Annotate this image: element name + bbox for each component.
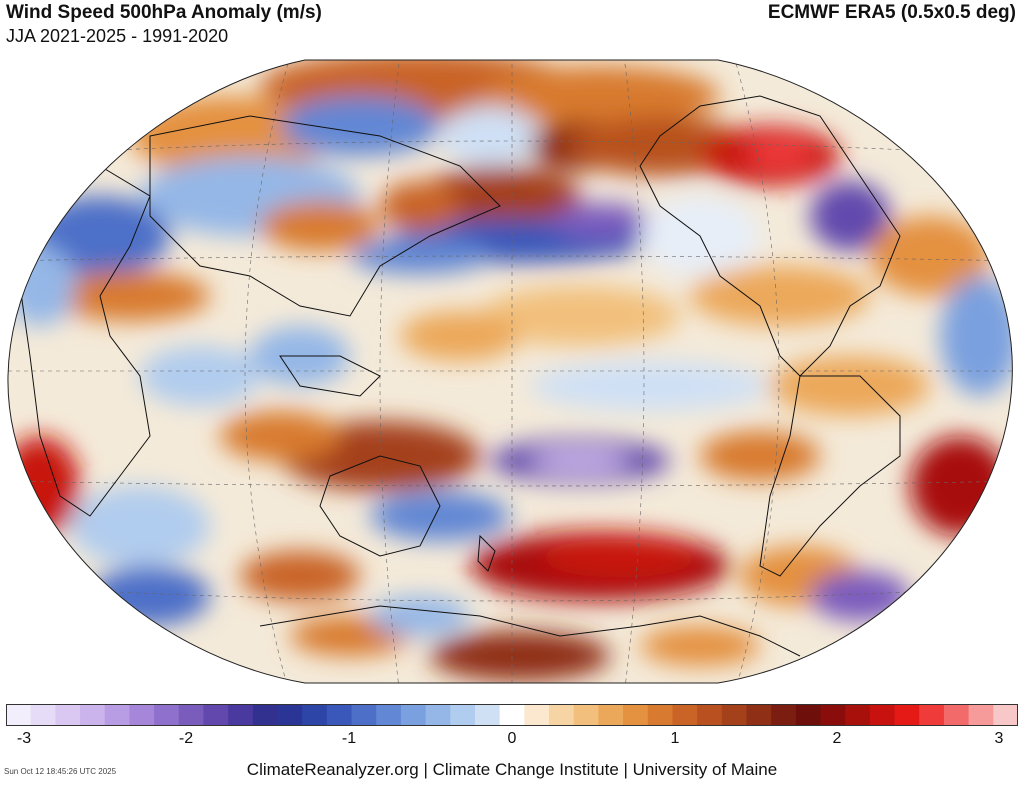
graticule-lines [7,60,1013,683]
map-subtitle: JJA 2021-2025 - 1991-2020 [6,26,229,46]
colorbar-swatch [178,704,204,726]
colorbar-swatch [845,704,871,726]
colorbar-swatch [154,704,180,726]
colorbar-swatch [400,704,427,726]
colorbar-swatch [919,704,945,726]
colorbar-border [6,704,1018,726]
colorbar-swatch [203,704,229,726]
colorbar-swatch [6,704,32,726]
colorbar-swatch [80,704,106,726]
colorbar-swatch [450,704,476,726]
colorbar-tick: 3 [994,730,1004,747]
colorbar-swatch [869,704,896,726]
colorbar-swatch [376,704,402,726]
map-title: Wind Speed 500hPa Anomaly (m/s) [6,2,322,23]
timestamp: Sun Oct 12 18:45:26 UTC 2025 [4,767,117,776]
world-map [0,56,1024,696]
colorbar-swatch [549,704,575,726]
colorbar-swatch [524,704,550,726]
colorbar-swatch [771,704,797,726]
anomaly-map-svg [7,59,1013,684]
colorbar-swatch [697,704,723,726]
colorbar-tick: 1 [670,730,680,747]
colorbar-swatch [943,704,970,726]
coastlines [19,95,901,657]
colorbar-swatch [499,704,525,726]
colorbar-swatch [623,704,649,726]
colorbar-tick: -3 [16,730,32,747]
colorbar-ticks: -3 -2 -1 0 1 2 3 [0,730,1024,754]
colorbar-tick: 2 [832,730,842,747]
colorbar-swatch [30,704,56,726]
colorbar-swatch [894,704,920,726]
colorbar-swatch [129,704,155,726]
colorbar-swatch [968,704,994,726]
colorbar-swatch [252,704,279,726]
colorbar-swatch [55,704,81,726]
colorbar-swatch [746,704,772,726]
colorbar-swatch [302,704,328,726]
colorbar-swatch [795,704,822,726]
colorbar-swatch [672,704,698,726]
anomaly-field [7,60,1013,683]
colorbar-swatch [573,704,599,726]
colorbar-swatch [598,704,624,726]
colorbar [6,704,1019,726]
colorbar-swatch [228,704,254,726]
colorbar-swatch [326,704,353,726]
colorbar-tick: 0 [507,730,517,747]
colorbar-tick: -1 [341,730,357,747]
colorbar-svg [6,704,1019,726]
colorbar-tick: -2 [178,730,194,747]
colorbar-swatch [104,704,130,726]
colorbar-swatch [721,704,747,726]
colorbar-swatch [425,704,451,726]
colorbar-swatch [277,704,303,726]
colorbar-swatch [647,704,673,726]
colorbar-swatch [474,704,501,726]
colorbar-swatch [993,704,1019,726]
colorbar-swatch [351,704,377,726]
data-source-label: ECMWF ERA5 (0.5x0.5 deg) [767,2,1016,23]
colorbar-swatch [820,704,846,726]
globe-outline [7,59,1013,684]
footer-credit: ClimateReanalyzer.org | Climate Change I… [246,760,778,779]
